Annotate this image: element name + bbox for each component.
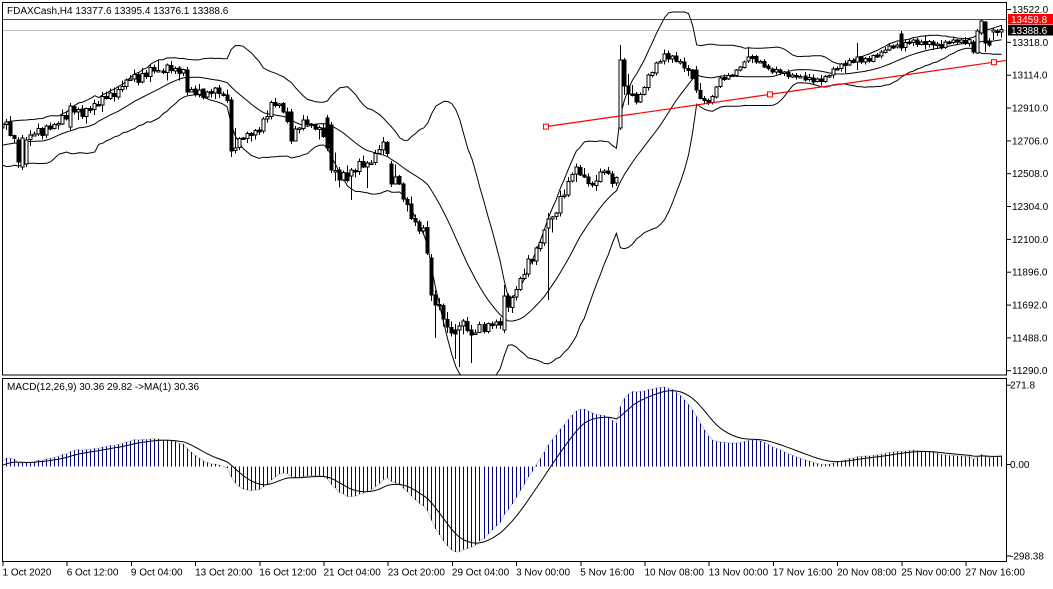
svg-text:10 Nov 08:00: 10 Nov 08:00: [645, 568, 705, 579]
svg-text:12100.0: 12100.0: [1012, 235, 1049, 246]
svg-text:12508.0: 12508.0: [1012, 169, 1049, 180]
svg-text:13522.0: 13522.0: [1012, 5, 1049, 16]
svg-text:29 Oct 04:00: 29 Oct 04:00: [452, 568, 510, 579]
svg-text:13388.6: 13388.6: [1011, 26, 1048, 37]
svg-text:11290.0: 11290.0: [1012, 366, 1048, 377]
svg-text:12706.0: 12706.0: [1012, 136, 1049, 147]
svg-text:23 Oct 20:00: 23 Oct 20:00: [388, 568, 446, 579]
svg-text:13 Oct 20:00: 13 Oct 20:00: [195, 568, 253, 579]
svg-text:25 Nov 00:00: 25 Nov 00:00: [901, 568, 961, 579]
svg-text:13114.0: 13114.0: [1012, 71, 1048, 82]
svg-text:27 Nov 16:00: 27 Nov 16:00: [966, 568, 1026, 579]
svg-text:0.00: 0.00: [1010, 460, 1030, 471]
svg-text:9 Oct 04:00: 9 Oct 04:00: [131, 568, 183, 579]
svg-text:21 Oct 04:00: 21 Oct 04:00: [324, 568, 382, 579]
svg-text:11692.0: 11692.0: [1012, 301, 1048, 312]
svg-text:5 Nov 16:00: 5 Nov 16:00: [580, 568, 634, 579]
svg-text:1 Oct 2020: 1 Oct 2020: [3, 568, 52, 579]
svg-text:FDAXCash,H4 13377.6 13395.4 1: FDAXCash,H4 13377.6 13395.4 13376.1 1338…: [7, 6, 229, 17]
svg-text:20 Nov 08:00: 20 Nov 08:00: [837, 568, 897, 579]
svg-text:MACD(12,26,9) 30.36 29.82 ->M: MACD(12,26,9) 30.36 29.82 ->MA(1) 30.36: [7, 382, 199, 393]
svg-text:16 Oct 12:00: 16 Oct 12:00: [259, 568, 317, 579]
svg-text:11488.0: 11488.0: [1012, 333, 1048, 344]
svg-text:13318.0: 13318.0: [1012, 38, 1049, 49]
svg-text:13459.8: 13459.8: [1011, 15, 1048, 26]
svg-text:-298.38: -298.38: [1010, 552, 1044, 563]
svg-text:12910.0: 12910.0: [1012, 104, 1049, 115]
svg-text:6 Oct 12:00: 6 Oct 12:00: [67, 568, 119, 579]
svg-text:13 Nov 00:00: 13 Nov 00:00: [709, 568, 769, 579]
svg-text:12304.0: 12304.0: [1012, 202, 1049, 213]
svg-text:17 Nov 16:00: 17 Nov 16:00: [773, 568, 833, 579]
svg-text:271.8: 271.8: [1010, 381, 1035, 392]
svg-text:3 Nov 00:00: 3 Nov 00:00: [516, 568, 570, 579]
svg-text:11896.0: 11896.0: [1012, 268, 1048, 279]
